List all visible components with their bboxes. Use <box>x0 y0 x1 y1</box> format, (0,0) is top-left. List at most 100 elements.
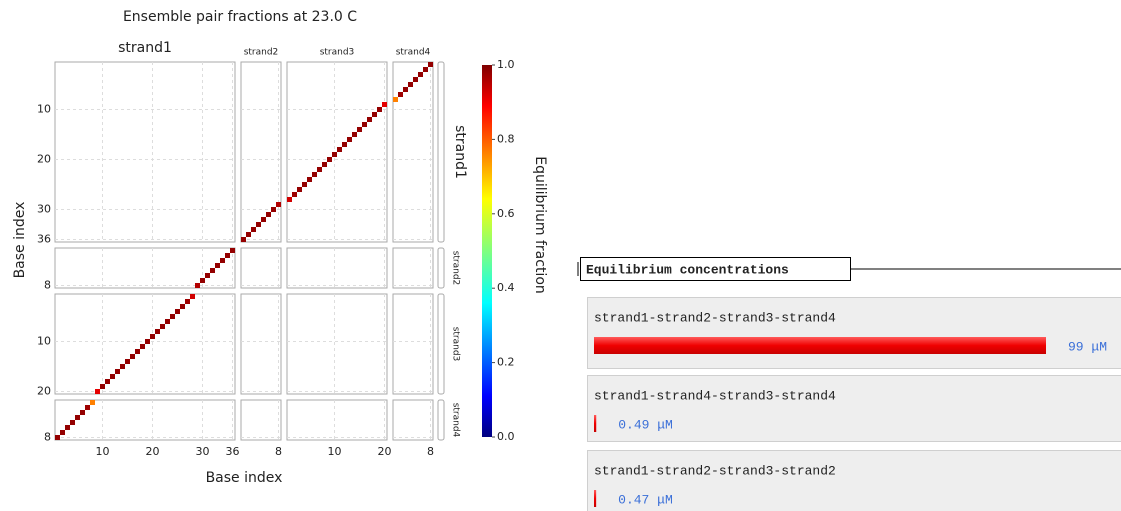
concentration-bar <box>594 337 1046 354</box>
plot-title: Ensemble pair fractions at 23.0 C <box>123 9 357 25</box>
strand-column-label: strand2 <box>244 48 279 58</box>
pair-cell <box>408 82 413 87</box>
pair-cell <box>266 212 271 217</box>
y-tick-label: 36 <box>37 233 51 246</box>
unpaired-bar <box>437 247 445 289</box>
colorbar <box>482 65 492 437</box>
pair-cell <box>210 268 215 273</box>
matrix-panel <box>392 399 434 441</box>
matrix-panel <box>240 293 282 395</box>
pair-cell <box>220 258 225 263</box>
pair-cell <box>190 294 195 299</box>
pair-cell <box>215 263 220 268</box>
complex-name: strand1-strand4-strand3-strand4 <box>594 388 836 403</box>
colorbar-tick-label: 0.0 <box>497 430 515 443</box>
y-tick-label: 20 <box>37 385 51 398</box>
strand-row-label: strand1 <box>452 125 468 179</box>
x-tick-label: 20 <box>146 445 160 458</box>
pair-cell <box>225 253 230 258</box>
matrix-panel <box>54 247 236 289</box>
concentration-bar <box>594 490 597 507</box>
concentration-label: 0.49 μM <box>618 417 673 432</box>
x-tick-label: 8 <box>275 445 282 458</box>
pair-cell <box>135 349 140 354</box>
concentration-bar <box>594 415 597 432</box>
pair-cell <box>170 314 175 319</box>
pair-cell <box>120 364 125 369</box>
pair-cell <box>352 132 357 137</box>
unpaired-bar <box>437 61 445 243</box>
pair-cell <box>55 435 60 440</box>
strand-column-label: strand3 <box>320 48 355 58</box>
y-axis-label: Base index <box>12 202 28 279</box>
pair-cell <box>413 77 418 82</box>
pair-cell <box>60 430 65 435</box>
pair-cell <box>428 62 433 67</box>
pair-cell <box>155 329 160 334</box>
pair-cell <box>140 344 145 349</box>
y-tick-label: 10 <box>37 335 51 348</box>
matrix-panel <box>240 399 282 441</box>
pair-cell <box>85 405 90 410</box>
pair-cell <box>200 278 205 283</box>
complex-name: strand1-strand2-strand3-strand4 <box>594 310 836 325</box>
pair-cell <box>398 92 403 97</box>
pair-cell <box>246 232 251 237</box>
pair-cell <box>65 425 70 430</box>
matrix-panel <box>392 61 434 243</box>
x-tick-label: 10 <box>328 445 342 458</box>
matrix-panel <box>240 61 282 243</box>
matrix-panel <box>286 247 388 289</box>
pair-cell <box>256 222 261 227</box>
pair-cell <box>362 122 367 127</box>
strand-row-label: strand4 <box>451 403 461 438</box>
pair-cell <box>251 227 256 232</box>
pair-cell <box>372 112 377 117</box>
pair-cell <box>185 299 190 304</box>
pair-cell <box>297 187 302 192</box>
pair-cell <box>180 304 185 309</box>
pair-cell <box>205 273 210 278</box>
complex-name: strand1-strand2-strand3-strand2 <box>594 463 836 478</box>
pair-cell <box>403 87 408 92</box>
pair-cell <box>271 207 276 212</box>
pair-cell <box>327 157 332 162</box>
pair-cell <box>287 197 292 202</box>
x-tick-label: 20 <box>378 445 392 458</box>
matrix-panel <box>392 293 434 395</box>
pair-cell <box>393 97 398 102</box>
colorbar-tick-label: 0.8 <box>497 132 515 145</box>
x-tick-label: 8 <box>427 445 434 458</box>
unpaired-bar <box>437 293 445 395</box>
pair-cell <box>80 410 85 415</box>
matrix-panel <box>54 61 236 243</box>
pair-cell <box>175 309 180 314</box>
pair-cell <box>418 72 423 77</box>
pair-cell <box>292 192 297 197</box>
strand-column-label: strand4 <box>396 48 431 58</box>
complex-box <box>587 297 1121 369</box>
pair-cell <box>342 142 347 147</box>
x-axis-label: Base index <box>206 470 283 486</box>
complex-box <box>587 450 1121 511</box>
pair-cell <box>261 217 266 222</box>
colorbar-tick-label: 0.6 <box>497 207 515 220</box>
pair-cell <box>377 107 382 112</box>
pair-cell <box>230 248 235 253</box>
complex-box <box>587 375 1121 442</box>
pair-cell <box>95 389 100 394</box>
pair-cell <box>357 127 362 132</box>
pair-cell <box>322 162 327 167</box>
pair-cell <box>130 354 135 359</box>
pair-cell <box>160 324 165 329</box>
x-tick-label: 10 <box>96 445 110 458</box>
pair-cell <box>165 319 170 324</box>
strand-column-label: strand1 <box>118 40 172 56</box>
colorbar-tick-label: 0.2 <box>497 356 515 369</box>
colorbar-label: Equilibrium fraction <box>532 156 548 294</box>
y-tick-label: 20 <box>37 153 51 166</box>
pair-cell <box>317 167 322 172</box>
colorbar-tick-label: 1.0 <box>497 58 515 71</box>
pair-cell <box>150 334 155 339</box>
